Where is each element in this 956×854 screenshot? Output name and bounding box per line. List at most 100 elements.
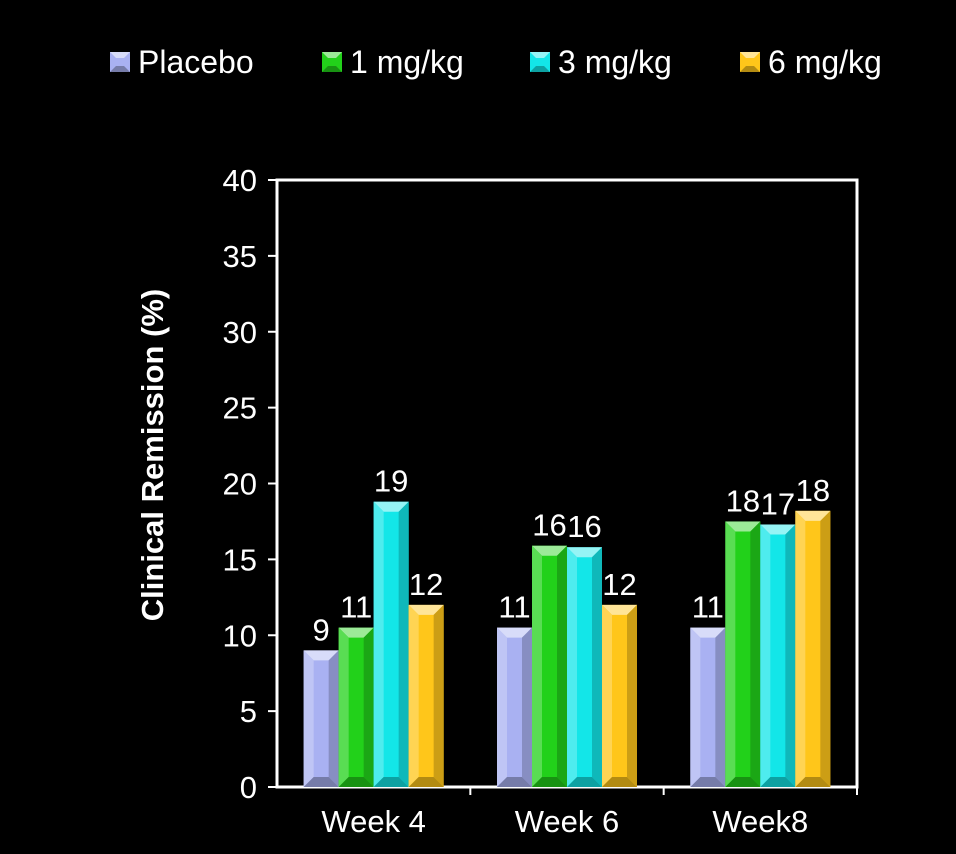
data-label: 12: [602, 567, 636, 602]
y-tick-label: 10: [223, 618, 257, 653]
bar: [338, 627, 374, 787]
y-tick-label: 35: [223, 239, 257, 274]
bar-bevel: [522, 627, 532, 787]
bar-bevel: [715, 627, 726, 787]
bar: [795, 510, 831, 787]
bar-bevel: [690, 777, 726, 787]
bar-bevel: [795, 510, 806, 787]
bar-bevel: [398, 501, 409, 787]
legend-swatch-bevel: [110, 52, 130, 58]
bar-bevel: [373, 501, 409, 512]
bar-bevel: [725, 777, 761, 787]
data-label: 18: [796, 473, 830, 508]
legend: Placebo 1 mg/kg 3 mg/kg 6 mg/kg: [110, 44, 882, 80]
bar-bevel: [363, 627, 374, 787]
y-tick-label: 0: [240, 770, 257, 805]
y-tick-label: 5: [240, 694, 257, 729]
bar-bevel: [602, 604, 612, 787]
bar-bevel: [373, 777, 409, 787]
y-axis-label: Clinical Remission (%): [135, 289, 170, 621]
bar-bevel: [567, 547, 577, 787]
bar-bevel: [433, 604, 444, 787]
legend-item: Placebo: [110, 44, 254, 80]
legend-label: 3 mg/kg: [558, 44, 672, 80]
bar: [408, 604, 444, 787]
data-label: 19: [374, 464, 408, 499]
bar-bevel: [408, 604, 419, 787]
bar-bevel: [532, 545, 542, 787]
y-tick-label: 20: [223, 467, 257, 502]
bar-bevel: [303, 777, 339, 787]
bar-bevel: [328, 650, 339, 787]
y-tick-label: 25: [223, 391, 257, 426]
legend-swatch-bevel: [530, 66, 550, 72]
data-label: 11: [498, 590, 530, 625]
bar-bevel: [338, 627, 374, 638]
x-tick-label: Week 6: [515, 804, 620, 839]
bar: [567, 547, 602, 787]
legend-swatch-bevel: [322, 66, 342, 72]
bar-bevel: [725, 521, 761, 532]
bar: [602, 604, 637, 787]
bar-bevel: [795, 777, 831, 787]
bar-bevel: [532, 777, 567, 787]
bar-bevel: [373, 501, 384, 787]
bar-bevel: [690, 627, 701, 787]
bar-bevel: [785, 524, 796, 787]
bar-bevel: [408, 604, 444, 615]
bar-bevel: [602, 777, 637, 787]
bar-bevel: [602, 604, 637, 615]
data-label: 11: [692, 590, 724, 625]
data-label: 16: [532, 508, 566, 543]
legend-label: 6 mg/kg: [768, 44, 882, 80]
bar-bevel: [497, 627, 532, 638]
bar-bevel: [750, 521, 761, 787]
legend-swatch-bevel: [740, 52, 760, 58]
legend-label: Placebo: [138, 44, 254, 80]
data-label: 11: [340, 590, 372, 625]
bar-bevel: [303, 650, 314, 787]
y-tick-label: 30: [223, 315, 257, 350]
legend-swatch-bevel: [530, 52, 550, 58]
bar-bevel: [760, 524, 796, 535]
bar-bevel: [303, 650, 339, 661]
legend-label: 1 mg/kg: [350, 44, 464, 80]
data-label: 18: [726, 483, 760, 518]
bar-bevel: [532, 545, 567, 556]
bar-bevel: [690, 627, 726, 638]
bar-bevel: [760, 524, 771, 787]
bar: [690, 627, 726, 787]
bar-bevel: [592, 547, 602, 787]
bar-bevel: [557, 545, 567, 787]
y-tick-label: 15: [223, 542, 257, 577]
bar-bevel: [338, 777, 374, 787]
bar-bevel: [408, 777, 444, 787]
bar: [532, 545, 567, 787]
legend-swatch-bevel: [740, 66, 760, 72]
legend-swatch-bevel: [322, 52, 342, 58]
bar-bevel: [760, 777, 796, 787]
legend-item: 6 mg/kg: [740, 44, 882, 80]
bar: [760, 524, 796, 787]
bar: [497, 627, 532, 787]
bar-bevel: [795, 510, 831, 521]
data-label: 16: [567, 509, 601, 544]
data-label: 9: [313, 612, 330, 647]
bar: [303, 650, 339, 787]
legend-item: 3 mg/kg: [530, 44, 672, 80]
data-label: 12: [409, 567, 443, 602]
x-tick-label: Week 4: [321, 804, 426, 839]
legend-item: 1 mg/kg: [322, 44, 464, 80]
legend-swatch-bevel: [110, 66, 130, 72]
bar: [725, 521, 761, 787]
bar-bevel: [497, 627, 507, 787]
data-label: 17: [761, 486, 795, 521]
bar-bevel: [567, 547, 602, 558]
bar-bevel: [497, 777, 532, 787]
x-tick-label: Week8: [712, 804, 808, 839]
bar-bevel: [338, 627, 349, 787]
y-tick-label: 40: [223, 163, 257, 198]
bar-bevel: [725, 521, 736, 787]
